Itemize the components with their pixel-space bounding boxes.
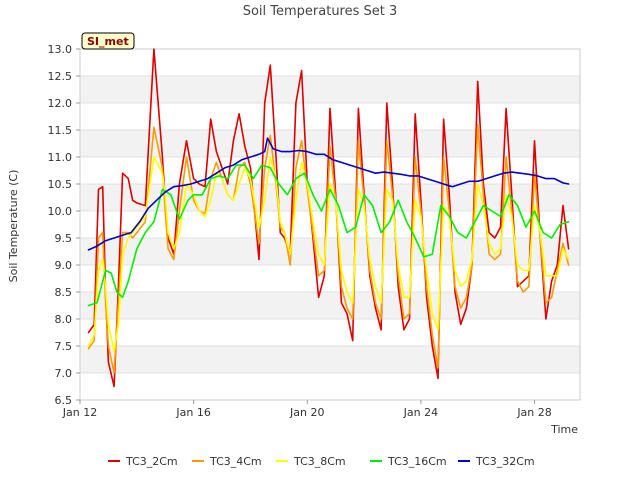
y-tick-label: 10.5 <box>48 178 73 191</box>
grid-band <box>80 76 580 103</box>
station-badge: SI_met <box>81 32 135 50</box>
plot-frame <box>79 48 581 401</box>
series-line-tc3-32cm <box>87 137 570 251</box>
grid-band <box>80 238 580 265</box>
legend-label: TC3_32Cm <box>475 455 535 468</box>
x-axis: Jan 12 Jan 16 Jan 20 Jan 24 Jan 28 <box>62 400 552 419</box>
y-tick-label: 13.0 <box>48 43 73 56</box>
y-axis-label: Soil Temperature (C) <box>7 170 20 283</box>
x-tick-label: Jan 20 <box>289 406 324 419</box>
series-line-tc3-16cm <box>87 164 570 307</box>
legend-label: TC3_4Cm <box>209 455 262 468</box>
y-tick-label: 12.5 <box>48 70 73 83</box>
grid-band <box>80 346 580 373</box>
chart-title: Soil Temperatures Set 3 <box>243 4 398 19</box>
x-tick-label: Jan 12 <box>62 406 97 419</box>
station-badge-box <box>81 32 135 50</box>
station-badge-label: SI_met <box>87 35 129 48</box>
grid-band <box>80 292 580 319</box>
series-layer <box>87 48 570 388</box>
series-line-tc3-8cm <box>87 156 570 353</box>
legend-label: TC3_8Cm <box>293 455 346 468</box>
y-tick-label: 11.5 <box>48 124 73 137</box>
y-tick-label: 10.0 <box>48 205 73 218</box>
y-tick-label: 12.0 <box>48 97 73 110</box>
y-tick-label: 7.5 <box>55 340 73 353</box>
y-tick-label: 7.0 <box>55 367 73 380</box>
y-axis: 6.5 7.0 7.5 8.0 8.5 9.0 9.5 10.0 10.5 11.0 11.5 12.… <box>48 43 80 407</box>
y-tick-label: 8.0 <box>55 313 73 326</box>
x-axis-label: Time <box>550 423 578 436</box>
plot-area <box>80 49 580 400</box>
x-tick-label: Jan 16 <box>175 406 210 419</box>
y-tick-label: 8.5 <box>55 286 73 299</box>
y-tick-label: 6.5 <box>55 394 73 407</box>
y-tick-label: 9.5 <box>55 232 73 245</box>
plot-background <box>79 48 581 401</box>
x-tick-label: Jan 24 <box>403 406 438 419</box>
y-tick-label: 11.0 <box>48 151 73 164</box>
legend-label: TC3_2Cm <box>125 455 178 468</box>
y-tick-label: 9.0 <box>55 259 73 272</box>
legend: TC3_2Cm TC3_4Cm TC3_8Cm TC3_16Cm TC3_32Cm <box>108 455 535 468</box>
x-tick-label: Jan 28 <box>516 406 551 419</box>
legend-label: TC3_16Cm <box>387 455 447 468</box>
